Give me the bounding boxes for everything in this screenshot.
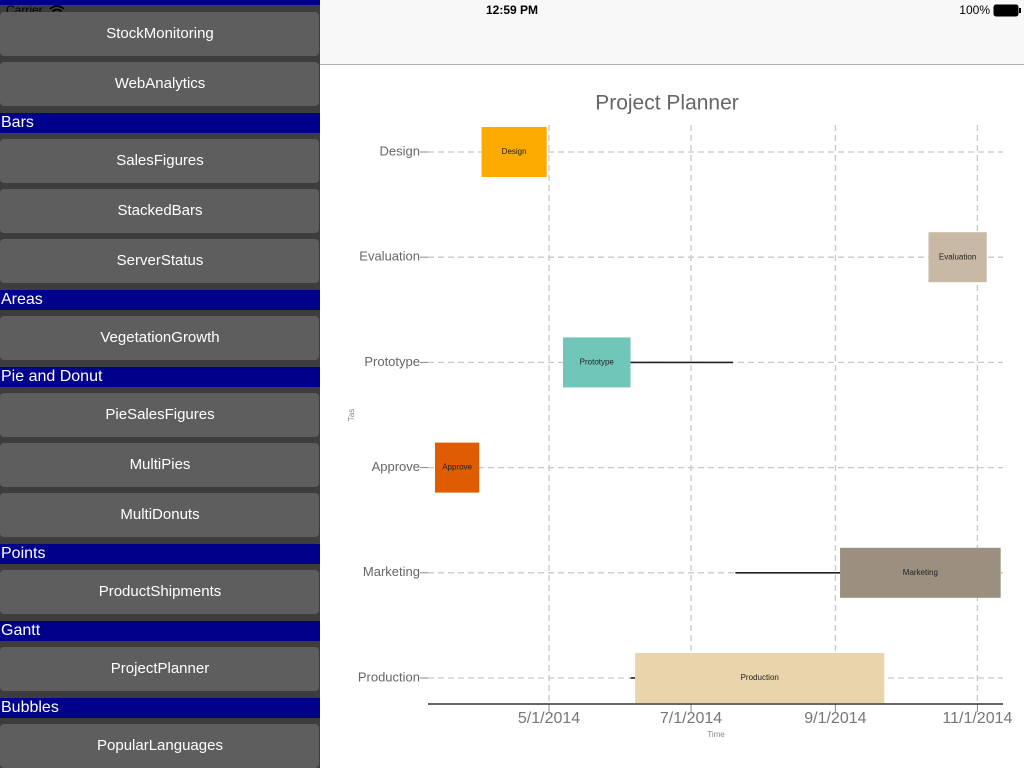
y-tick-label: Production — [358, 669, 420, 684]
section-header-clipped — [0, 0, 320, 5]
menu-button-label[interactable]: ProductShipments — [99, 583, 222, 600]
task-label: Marketing — [903, 568, 938, 577]
menu-button-label[interactable]: PieSalesFigures — [105, 406, 214, 423]
section-header-label: Bubbles — [1, 699, 59, 716]
task-label: Evaluation — [939, 252, 976, 261]
task-label: Design — [502, 147, 527, 156]
menu-button[interactable] — [0, 316, 319, 360]
task-bar — [928, 232, 987, 283]
menu-button-label[interactable]: SalesFigures — [116, 152, 204, 169]
y-axis-title: Tas — [347, 409, 356, 421]
section-header — [0, 621, 320, 641]
task-label: Production — [741, 673, 779, 682]
menu-button-label[interactable]: MultiDonuts — [120, 506, 199, 523]
menu-button-label[interactable]: ServerStatus — [117, 252, 204, 269]
menu-button[interactable] — [0, 393, 319, 437]
y-tick-label: Design — [380, 143, 420, 158]
y-tick-label: Marketing — [363, 564, 420, 579]
menu-button-label[interactable]: MultiPies — [130, 456, 191, 473]
section-header-label: Points — [1, 545, 45, 562]
section-header-label: Bars — [1, 114, 34, 131]
nav-bar — [320, 0, 1024, 64]
y-tick-label: Evaluation — [359, 249, 420, 264]
x-tick-label: 5/1/2014 — [518, 710, 580, 727]
section-header — [0, 367, 320, 387]
menu-button-label[interactable]: WebAnalytics — [115, 75, 206, 92]
menu-button[interactable] — [0, 139, 319, 183]
task-bar — [840, 547, 1001, 598]
task-bar — [481, 127, 547, 177]
menu-button[interactable] — [0, 239, 319, 283]
section-header — [0, 698, 320, 718]
menu-button[interactable] — [0, 443, 319, 487]
section-header-label: Gantt — [1, 622, 41, 639]
battery-icon — [993, 4, 1019, 17]
section-header — [0, 290, 320, 310]
menu-button[interactable] — [0, 493, 319, 537]
menu-button-label[interactable]: PopularLanguages — [97, 737, 223, 754]
menu-button[interactable] — [0, 12, 319, 56]
x-axis-title: Time — [707, 730, 725, 739]
menu-button[interactable] — [0, 570, 319, 614]
task-label: Approve — [442, 463, 472, 472]
task-bar — [635, 653, 885, 703]
task-bar — [434, 442, 480, 493]
menu-button-label[interactable]: StackedBars — [117, 202, 202, 219]
task-label: Prototype — [580, 358, 615, 367]
menu-button[interactable] — [0, 724, 319, 768]
menu-button-label[interactable]: StockMonitoring — [106, 25, 214, 42]
menu-button[interactable] — [0, 647, 319, 691]
menu-button-label[interactable]: ProjectPlanner — [111, 660, 209, 677]
menu-button[interactable] — [0, 189, 319, 233]
y-tick-label: Prototype — [364, 354, 420, 369]
battery-tip — [1019, 8, 1021, 13]
x-tick-label: 11/1/2014 — [942, 710, 1012, 727]
section-header-label: Areas — [1, 291, 43, 308]
chart-title: Project Planner — [595, 92, 739, 115]
task-bar — [563, 337, 631, 388]
x-tick-label: 7/1/2014 — [660, 710, 722, 727]
wifi-icon — [49, 5, 65, 13]
y-tick-label: Approve — [372, 459, 420, 474]
menu-button[interactable] — [0, 62, 319, 106]
x-tick-label: 9/1/2014 — [804, 710, 866, 727]
clock: 12:59 PM — [486, 3, 538, 17]
battery-text: 100% — [959, 3, 990, 17]
menu-button-label[interactable]: VegetationGrowth — [100, 329, 219, 346]
section-header — [0, 544, 320, 564]
content-bg — [320, 0, 1024, 768]
section-header-label: Pie and Donut — [1, 368, 103, 385]
section-header — [0, 113, 320, 133]
